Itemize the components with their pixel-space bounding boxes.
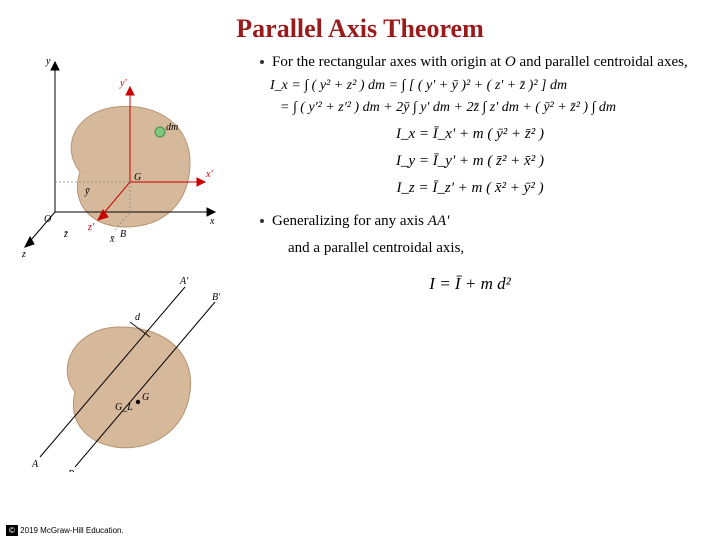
b1-O: O bbox=[505, 54, 516, 70]
label-yprime: y' bbox=[119, 78, 127, 89]
label-G: G bbox=[134, 172, 141, 183]
point-G bbox=[136, 400, 140, 404]
label-B: B bbox=[120, 229, 126, 240]
b1-post: and parallel centroidal axes, bbox=[516, 54, 688, 70]
label-GL: G_L bbox=[115, 402, 133, 413]
b2-pre: Generalizing for any axis bbox=[272, 213, 428, 229]
label-Bprime: B' bbox=[212, 292, 220, 303]
bullet-2-text: Generalizing for any axis AA' bbox=[272, 211, 449, 231]
copyright-text: 2019 McGraw-Hill Education. bbox=[18, 526, 124, 535]
bullet-3-text: and a parallel centroidal axis, bbox=[288, 238, 700, 258]
equation-Iz: I_z = Ī_z' + m ( x̄² + ȳ² ) bbox=[240, 180, 700, 197]
label-B2: B bbox=[68, 469, 74, 472]
content-row: y y' x x' z z' O G dm ȳ x̄ z̄ B bbox=[0, 44, 720, 472]
mass-blob-2 bbox=[67, 327, 190, 448]
b1-pre: For the rectangular axes with origin at bbox=[272, 54, 505, 70]
bullet-2: Generalizing for any axis AA' bbox=[240, 211, 700, 231]
bullet-dot-icon bbox=[260, 219, 264, 223]
label-xprime: x' bbox=[205, 169, 213, 180]
label-ybar: ȳ bbox=[84, 186, 90, 197]
label-x: x bbox=[209, 216, 215, 227]
equation-expansion-2: = ∫ ( y'² + z'² ) dm + 2ȳ ∫ y' dm + 2z̄ … bbox=[280, 100, 700, 116]
figure-axes-3d: y y' x x' z z' O G dm ȳ x̄ z̄ B bbox=[20, 52, 220, 262]
copyright-footer: © 2019 McGraw-Hill Education. bbox=[0, 521, 130, 540]
label-dm: dm bbox=[166, 122, 178, 133]
bullet-1-text: For the rectangular axes with origin at … bbox=[272, 52, 688, 72]
equation-expansion-1: I_x = ∫ ( y² + z² ) dm = ∫ [ ( y' + ȳ )²… bbox=[270, 78, 700, 94]
bullet-1: For the rectangular axes with origin at … bbox=[240, 52, 700, 72]
figure-parallel-axes: A A' B B' d G_L G bbox=[20, 272, 220, 472]
text-column: For the rectangular axes with origin at … bbox=[230, 52, 700, 472]
equation-Iy: I_y = Ī_y' + m ( z̄² + x̄² ) bbox=[240, 153, 700, 170]
label-A: A bbox=[31, 459, 39, 470]
equation-final: I = Ī + m d² bbox=[240, 274, 700, 294]
label-zprime: z' bbox=[87, 222, 95, 233]
page-title: Parallel Axis Theorem bbox=[0, 0, 720, 44]
equation-Ix: I_x = Ī_x' + m ( ȳ² + z̄² ) bbox=[240, 126, 700, 143]
copyright-symbol: © bbox=[6, 525, 18, 536]
label-d: d bbox=[135, 312, 141, 323]
figures-column: y y' x x' z z' O G dm ȳ x̄ z̄ B bbox=[20, 52, 230, 472]
label-G2: G bbox=[142, 392, 149, 403]
mass-element-dm bbox=[155, 127, 165, 137]
label-O: O bbox=[44, 214, 51, 225]
b2-axis: AA' bbox=[428, 213, 450, 229]
label-xbar: x̄ bbox=[109, 234, 115, 245]
label-zbar: z̄ bbox=[63, 229, 68, 240]
bullet-dot-icon bbox=[260, 60, 264, 64]
label-z: z bbox=[21, 249, 26, 260]
label-Aprime: A' bbox=[179, 276, 189, 287]
label-y: y bbox=[45, 56, 51, 67]
